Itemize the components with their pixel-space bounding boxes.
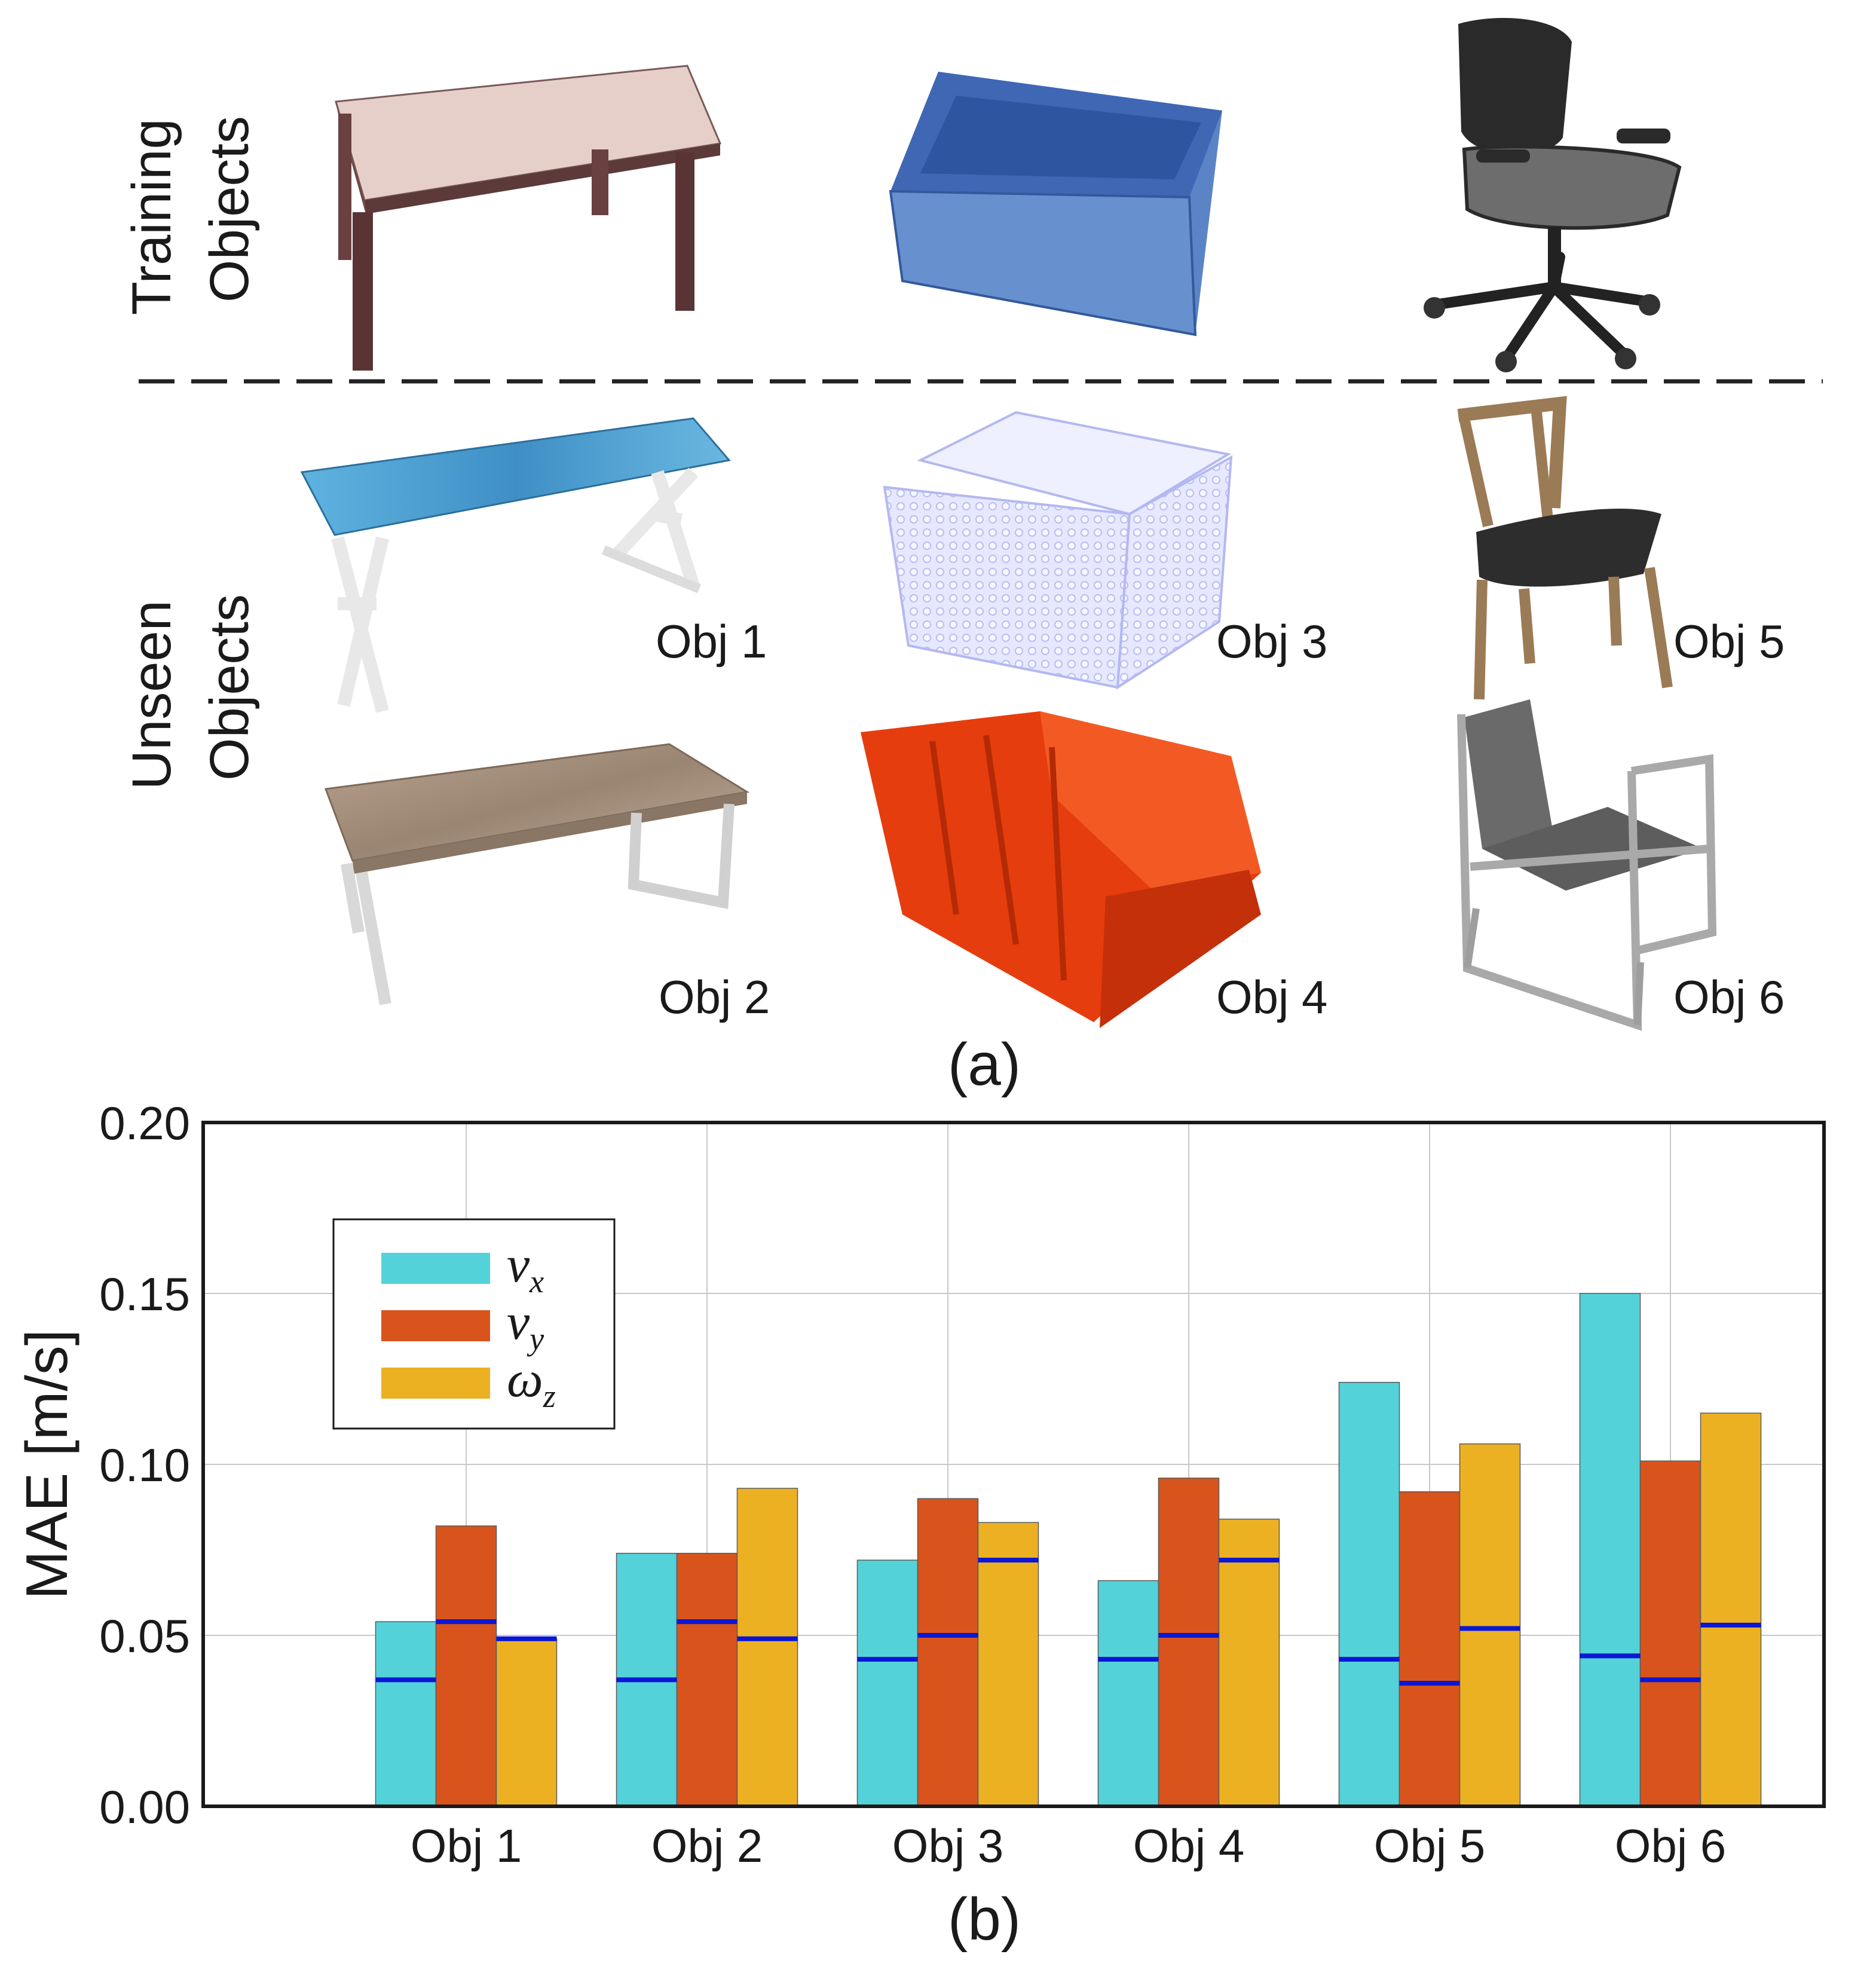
bar-obj6-series1 — [1579, 1293, 1641, 1807]
obj6-label: Obj 6 — [1673, 971, 1785, 1023]
bar-obj4-series1 — [1097, 1580, 1159, 1807]
y-tick-label: 0.05 — [99, 1610, 190, 1662]
obj6-chair-image — [1457, 699, 1717, 1031]
obj2-label: Obj 2 — [659, 971, 770, 1023]
bar-obj5-series1 — [1338, 1381, 1400, 1807]
y-tick-label: 0.15 — [99, 1268, 190, 1320]
bar-obj5-series2 — [1398, 1491, 1461, 1807]
x-tick-label: Obj 4 — [1133, 1819, 1244, 1872]
bar-obj1-series2 — [435, 1525, 497, 1807]
bar-obj3-series1 — [856, 1559, 919, 1807]
bar-obj4-series3 — [1218, 1518, 1280, 1807]
chart-markers — [375, 1558, 1761, 1686]
obj3-crate-image — [883, 411, 1233, 690]
plot-area-frame — [201, 1121, 1826, 1808]
bar-obj1-series3 — [495, 1638, 558, 1807]
y-tick-label: 0.10 — [99, 1439, 190, 1491]
legend-entry-label: vy — [507, 1293, 544, 1357]
obj1-table-image — [300, 417, 731, 713]
training-table-image — [335, 65, 722, 371]
obj2-table-image — [324, 743, 750, 1005]
x-axis-ticks: Obj 1 Obj 2 Obj 3 Obj 4 Obj 5 Obj 6 — [411, 1819, 1726, 1872]
bar-obj6-series3 — [1700, 1412, 1762, 1807]
y-axis-ticks: 0.00 0.05 0.10 0.15 0.20 — [99, 1097, 190, 1833]
obj4-label: Obj 4 — [1216, 971, 1327, 1023]
y-tick-label: 0.00 — [99, 1781, 190, 1833]
bar-obj4-series2 — [1158, 1478, 1220, 1807]
legend-swatch — [381, 1253, 490, 1284]
obj1-label: Obj 1 — [656, 615, 767, 668]
x-tick-label: Obj 6 — [1615, 1819, 1726, 1872]
y-tick-label: 0.20 — [99, 1097, 190, 1149]
obj4-bin-image — [861, 711, 1261, 1028]
chart-bars — [375, 1293, 1762, 1807]
bar-obj6-series2 — [1639, 1460, 1701, 1807]
legend-entry-label: vx — [507, 1235, 544, 1299]
panel-a: Training Objects Unseen Objects — [121, 18, 1823, 1098]
x-tick-label: Obj 1 — [411, 1819, 522, 1872]
bar-obj3-series2 — [917, 1498, 979, 1807]
x-tick-label: Obj 2 — [651, 1819, 763, 1872]
bar-obj2-series2 — [676, 1552, 738, 1807]
obj5-chair-image — [1457, 396, 1673, 700]
legend-entry-label: ωz — [507, 1350, 556, 1414]
x-tick-label: Obj 5 — [1374, 1819, 1485, 1872]
bar-obj1-series1 — [375, 1621, 437, 1807]
x-tick-label: Obj 3 — [892, 1819, 1003, 1872]
row-label-training: Training Objects — [121, 103, 260, 316]
legend-swatch — [381, 1310, 490, 1341]
mae-bar-chart: 0.000.050.100.150.20 Obj 1 Obj 2 Obj 3 Obj … — [14, 1097, 1826, 1872]
bar-obj5-series3 — [1459, 1443, 1521, 1807]
panel-b-caption: (b) — [948, 1886, 1021, 1953]
training-bin-image — [889, 72, 1222, 337]
obj3-label: Obj 3 — [1216, 615, 1327, 668]
bar-obj3-series3 — [977, 1522, 1039, 1807]
y-axis-label: MAE [m/s] — [14, 1329, 79, 1599]
legend-swatch — [381, 1368, 490, 1399]
panel-a-caption: (a) — [948, 1031, 1021, 1098]
obj5-label: Obj 5 — [1673, 615, 1785, 668]
bar-obj2-series3 — [736, 1488, 798, 1807]
row-label-unseen: Unseen Objects — [121, 585, 260, 790]
training-chair-image — [1424, 18, 1682, 372]
